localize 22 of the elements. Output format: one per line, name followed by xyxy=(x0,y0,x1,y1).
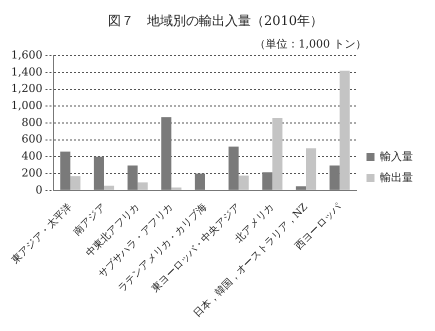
text: （単位：1,000 トン） xyxy=(254,38,366,51)
bar xyxy=(104,186,114,190)
bar xyxy=(171,187,182,190)
bar xyxy=(238,176,249,190)
bar xyxy=(272,118,282,190)
y-tick-label: 800 xyxy=(21,116,42,129)
y-tick-label: 1,600 xyxy=(10,48,42,62)
chart-title: 図７ 地域別の輸出入量（2010年） xyxy=(108,14,324,30)
bar xyxy=(138,182,148,190)
y-tick-label: 0 xyxy=(35,183,42,196)
legend-label: 輸出量 xyxy=(380,170,413,184)
bar xyxy=(70,176,80,190)
y-tick-label: 1,400 xyxy=(10,65,42,78)
y-tick-label: 1,200 xyxy=(10,82,42,96)
x-tick-label: 東アジア・太平洋 xyxy=(9,201,74,266)
bar xyxy=(340,70,350,190)
y-tick-label: 400 xyxy=(21,150,42,163)
y-tick-label: 1,000 xyxy=(10,99,42,112)
y-tick-label: 600 xyxy=(21,132,42,146)
legend-label: 輸入量 xyxy=(380,150,413,163)
y-tick-label: 200 xyxy=(21,166,42,180)
bar xyxy=(306,148,316,190)
